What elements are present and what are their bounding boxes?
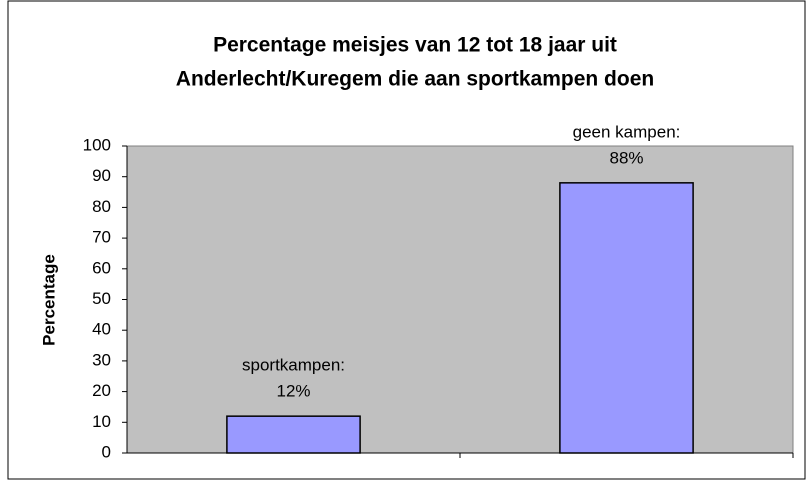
y-tick-label: 90 xyxy=(92,166,111,185)
chart-title: Anderlecht/Kuregem die aan sportkampen d… xyxy=(176,68,654,91)
y-tick-label: 0 xyxy=(102,442,111,461)
data-label-category: sportkampen: xyxy=(242,356,345,375)
bar xyxy=(559,182,694,454)
data-label-value: 12% xyxy=(276,382,310,401)
y-tick-label: 60 xyxy=(92,258,111,277)
data-label-value: 88% xyxy=(609,148,643,167)
y-tick-label: 30 xyxy=(92,350,111,369)
y-tick-label: 80 xyxy=(92,197,111,216)
y-tick-label: 100 xyxy=(83,135,111,154)
y-tick-label: 10 xyxy=(92,412,111,431)
y-tick-label: 40 xyxy=(92,320,111,339)
y-tick-label: 70 xyxy=(92,228,111,247)
y-tick-label: 20 xyxy=(92,381,111,400)
data-label-category: geen kampen: xyxy=(573,122,681,141)
chart-title: Percentage meisjes van 12 tot 18 jaar ui… xyxy=(213,34,617,57)
y-tick-label: 50 xyxy=(92,289,111,308)
bar xyxy=(226,415,361,454)
y-axis-label: Percentage xyxy=(39,254,58,346)
